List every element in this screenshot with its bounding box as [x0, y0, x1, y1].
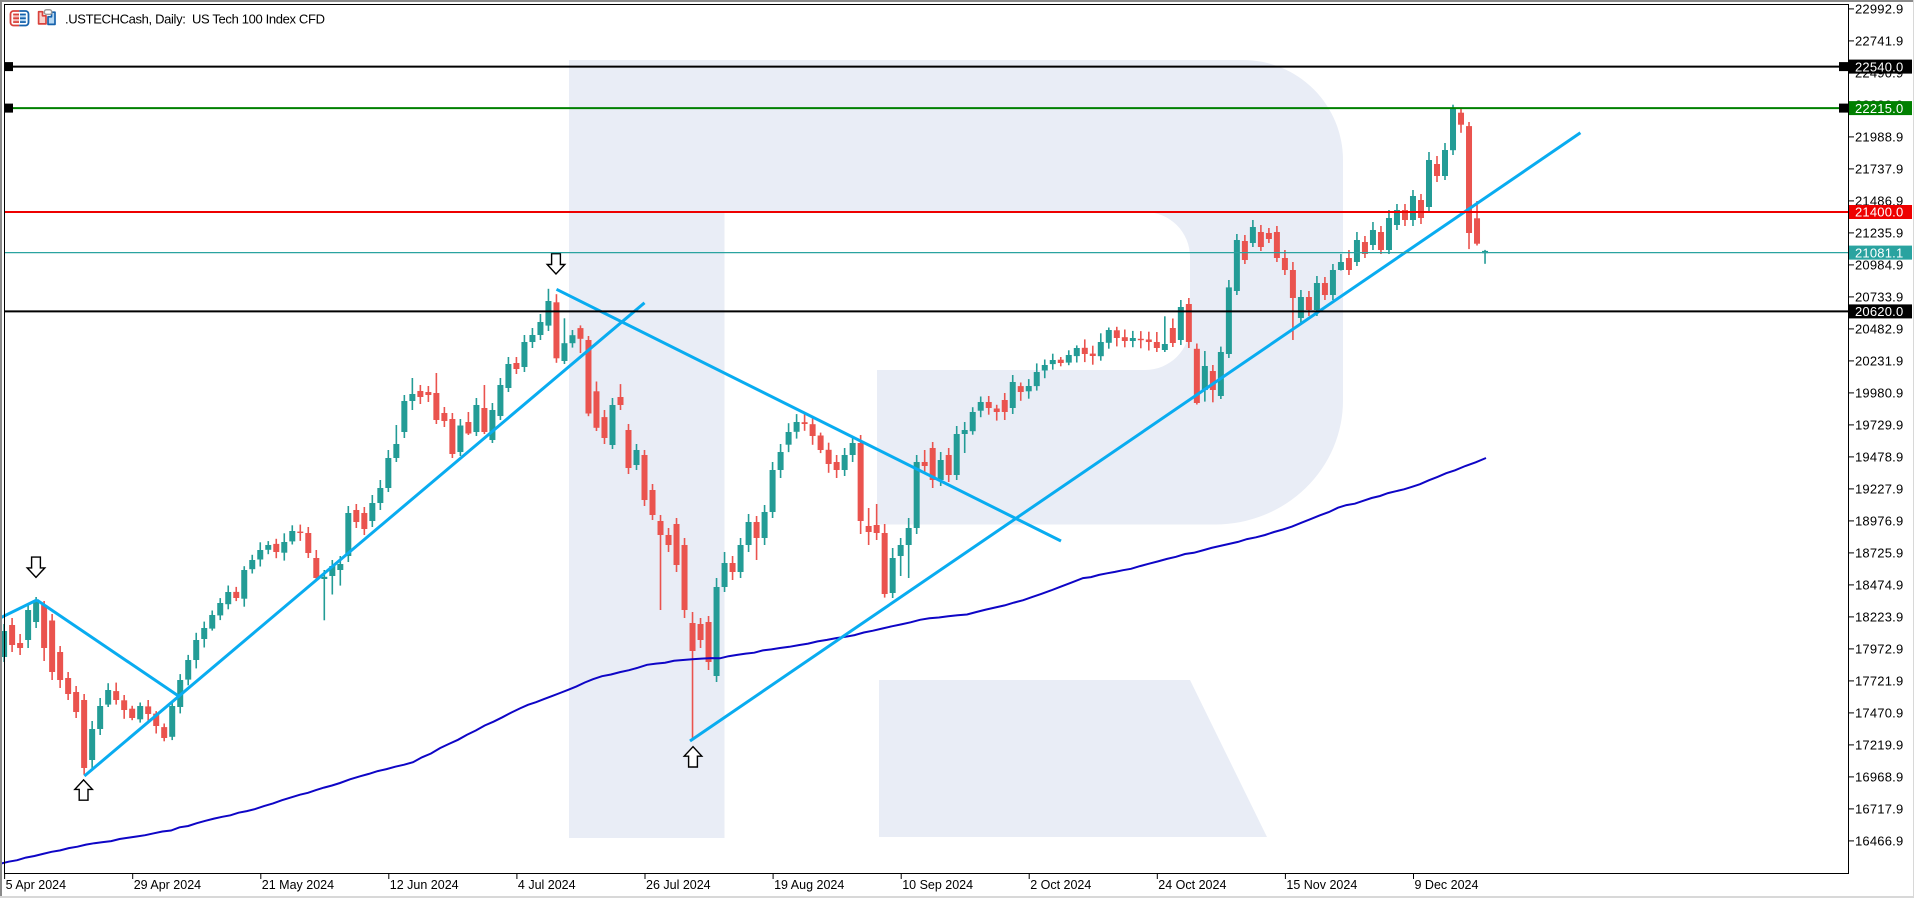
- svg-text:20231.9: 20231.9: [1855, 353, 1903, 368]
- svg-text:17470.9: 17470.9: [1855, 705, 1903, 720]
- svg-text:16466.9: 16466.9: [1855, 833, 1903, 848]
- svg-text:19478.9: 19478.9: [1855, 449, 1903, 464]
- svg-text:20482.9: 20482.9: [1855, 321, 1903, 336]
- svg-text:17972.9: 17972.9: [1855, 641, 1903, 656]
- svg-text:10 Sep 2024: 10 Sep 2024: [902, 878, 973, 892]
- svg-text:5 Apr 2024: 5 Apr 2024: [6, 878, 67, 892]
- svg-text:24 Oct 2024: 24 Oct 2024: [1158, 878, 1226, 892]
- svg-text:22215.0: 22215.0: [1855, 101, 1903, 116]
- svg-text:2 Oct 2024: 2 Oct 2024: [1030, 878, 1091, 892]
- svg-text:18976.9: 18976.9: [1855, 513, 1903, 528]
- svg-text:19227.9: 19227.9: [1855, 481, 1903, 496]
- svg-text:16717.9: 16717.9: [1855, 801, 1903, 816]
- svg-text:12 Jun 2024: 12 Jun 2024: [390, 878, 459, 892]
- svg-text:20733.9: 20733.9: [1855, 289, 1903, 304]
- svg-text:15 Nov 2024: 15 Nov 2024: [1286, 878, 1357, 892]
- svg-text:19729.9: 19729.9: [1855, 417, 1903, 432]
- svg-text:26 Jul 2024: 26 Jul 2024: [646, 878, 711, 892]
- svg-text:18223.9: 18223.9: [1855, 609, 1903, 624]
- svg-text:18725.9: 18725.9: [1855, 545, 1903, 560]
- svg-text:21737.9: 21737.9: [1855, 161, 1903, 176]
- svg-text:29 Apr 2024: 29 Apr 2024: [134, 878, 201, 892]
- svg-text:19980.9: 19980.9: [1855, 385, 1903, 400]
- svg-text:21 May 2024: 21 May 2024: [262, 878, 334, 892]
- svg-text:21988.9: 21988.9: [1855, 129, 1903, 144]
- svg-text:22741.9: 22741.9: [1855, 33, 1903, 48]
- svg-text:9 Dec 2024: 9 Dec 2024: [1415, 878, 1479, 892]
- svg-text:20620.0: 20620.0: [1855, 304, 1903, 319]
- svg-text:4 Jul 2024: 4 Jul 2024: [518, 878, 576, 892]
- svg-text:17721.9: 17721.9: [1855, 673, 1903, 688]
- svg-text:22540.0: 22540.0: [1855, 59, 1903, 74]
- svg-text:21400.0: 21400.0: [1855, 205, 1903, 220]
- svg-text:.USTECHCash, Daily: US Tech 1: .USTECHCash, Daily: US Tech 100 Index CF…: [65, 12, 325, 27]
- svg-text:16968.9: 16968.9: [1855, 769, 1903, 784]
- svg-text:21235.9: 21235.9: [1855, 225, 1903, 240]
- svg-text:22992.9: 22992.9: [1855, 1, 1903, 16]
- svg-text:18474.9: 18474.9: [1855, 577, 1903, 592]
- svg-text:21081.1: 21081.1: [1855, 245, 1903, 260]
- svg-text:17219.9: 17219.9: [1855, 737, 1903, 752]
- svg-text:21486.9: 21486.9: [1855, 193, 1903, 208]
- svg-text:19 Aug 2024: 19 Aug 2024: [774, 878, 844, 892]
- svg-text:20984.9: 20984.9: [1855, 257, 1903, 272]
